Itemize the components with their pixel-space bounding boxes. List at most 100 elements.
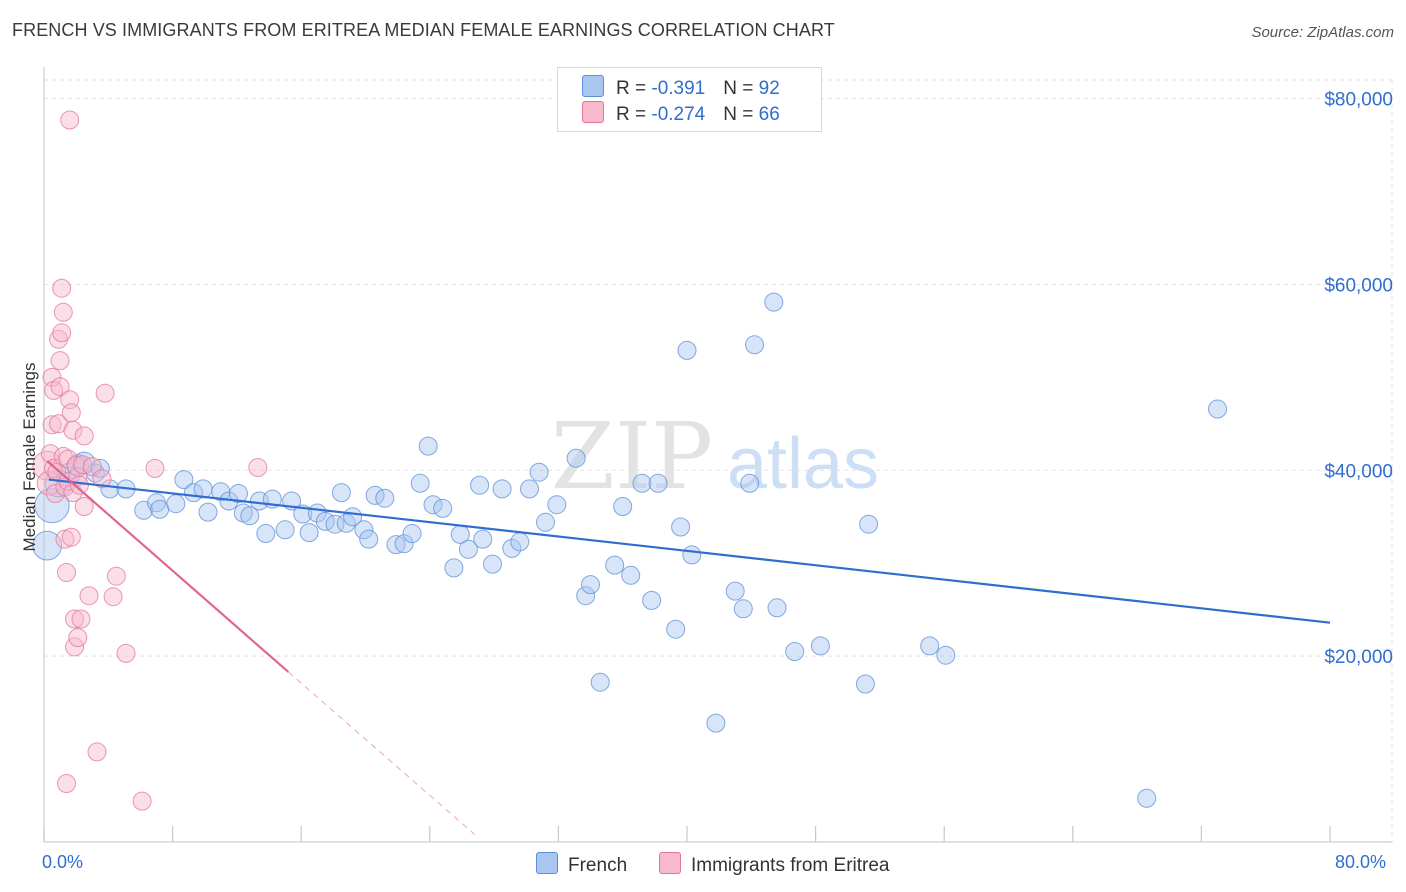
point-french bbox=[725, 581, 745, 601]
point-french bbox=[359, 529, 379, 549]
point-french bbox=[745, 335, 764, 355]
point-french bbox=[492, 479, 512, 499]
axes bbox=[43, 67, 1392, 843]
point-eritrea bbox=[61, 527, 81, 547]
point-french bbox=[386, 535, 406, 555]
point-eritrea bbox=[68, 628, 88, 648]
point-french bbox=[483, 554, 502, 574]
point-french bbox=[621, 565, 641, 585]
point-french bbox=[529, 462, 549, 482]
watermark-zip: ZIP bbox=[551, 403, 713, 510]
point-eritrea bbox=[60, 110, 80, 130]
point-french bbox=[256, 524, 276, 543]
bottom-legend-swatch-eritrea bbox=[659, 852, 681, 874]
point-eritrea bbox=[52, 323, 72, 343]
y-tick-label: $40,000 bbox=[1324, 461, 1393, 482]
point-french bbox=[632, 473, 652, 493]
point-eritrea bbox=[42, 415, 62, 435]
trend-lines bbox=[46, 460, 1331, 835]
point-eritrea bbox=[55, 529, 75, 549]
point-eritrea bbox=[87, 742, 107, 762]
point-eritrea bbox=[63, 420, 83, 440]
point-french bbox=[275, 520, 295, 540]
point-french bbox=[331, 483, 351, 503]
point-eritrea bbox=[106, 566, 126, 586]
point-french bbox=[394, 534, 414, 554]
point-french bbox=[605, 555, 625, 575]
legend-r-value: -0.274 bbox=[651, 104, 706, 125]
legend-swatch-eritrea bbox=[582, 101, 604, 123]
point-french bbox=[1208, 399, 1227, 419]
bottom-legend-label-french: French bbox=[568, 855, 628, 876]
legend-n-label: N = bbox=[723, 78, 759, 99]
point-french bbox=[100, 479, 120, 499]
point-french bbox=[520, 479, 539, 499]
stats-legend: R = -0.391 N = 92 R = -0.274 N = 66 bbox=[557, 67, 822, 132]
point-eritrea bbox=[61, 403, 81, 423]
point-french bbox=[677, 340, 697, 360]
source-note: Source: ZipAtlas.com bbox=[1251, 24, 1394, 41]
point-french bbox=[502, 538, 522, 558]
legend-row-french: R = -0.391 N = 92 bbox=[582, 75, 780, 101]
point-french bbox=[671, 517, 691, 537]
point-french bbox=[150, 499, 170, 519]
point-french bbox=[767, 598, 787, 618]
point-french bbox=[859, 514, 879, 534]
point-french bbox=[785, 642, 805, 661]
point-eritrea bbox=[248, 458, 268, 477]
point-eritrea bbox=[53, 302, 73, 322]
point-eritrea bbox=[103, 587, 123, 607]
point-french bbox=[581, 575, 600, 595]
trend-line-eritrea bbox=[46, 460, 290, 673]
point-french bbox=[740, 473, 760, 493]
bottom-legend-french: French bbox=[536, 852, 627, 877]
point-eritrea bbox=[50, 351, 70, 371]
point-eritrea bbox=[73, 455, 93, 475]
point-french bbox=[433, 498, 453, 518]
y-tick-labels: $20,000 $40,000 $60,000 $80,000 bbox=[1324, 90, 1393, 669]
point-french bbox=[198, 502, 218, 522]
point-eritrea bbox=[74, 426, 94, 446]
point-french bbox=[536, 512, 555, 532]
y-axis-label: Median Female Earnings bbox=[20, 362, 39, 552]
point-eritrea bbox=[71, 609, 91, 629]
chart-title: FRENCH VS IMMIGRANTS FROM ERITREA MEDIAN… bbox=[12, 20, 835, 40]
point-french bbox=[576, 586, 596, 606]
point-french bbox=[240, 506, 260, 526]
point-eritrea bbox=[52, 278, 72, 298]
point-french bbox=[299, 523, 319, 543]
point-french bbox=[166, 494, 186, 514]
legend-r-value: -0.391 bbox=[651, 78, 706, 99]
point-french bbox=[418, 436, 438, 456]
legend-r-label: R = bbox=[616, 78, 652, 99]
point-eritrea bbox=[79, 586, 99, 606]
legend-swatch-french bbox=[582, 75, 604, 97]
data-points bbox=[32, 110, 1227, 811]
y-tick-label: $20,000 bbox=[1324, 647, 1393, 668]
watermark-atlas: atlas bbox=[727, 424, 879, 504]
point-french bbox=[444, 558, 464, 578]
point-eritrea bbox=[50, 377, 70, 397]
point-eritrea bbox=[116, 643, 136, 663]
point-eritrea bbox=[145, 458, 165, 478]
legend-row-eritrea: R = -0.274 N = 66 bbox=[582, 101, 780, 127]
point-eritrea bbox=[49, 414, 68, 434]
point-eritrea bbox=[95, 383, 115, 403]
point-french bbox=[920, 636, 940, 656]
point-french bbox=[473, 529, 493, 549]
point-french bbox=[1137, 788, 1157, 808]
point-french bbox=[733, 599, 753, 619]
point-eritrea bbox=[74, 497, 94, 516]
point-french bbox=[764, 292, 784, 312]
legend-n-label: N = bbox=[723, 104, 759, 125]
point-french bbox=[174, 470, 194, 490]
point-french bbox=[402, 524, 422, 543]
bottom-legend-eritrea: Immigrants from Eritrea bbox=[659, 852, 889, 877]
point-eritrea bbox=[58, 449, 78, 469]
point-french bbox=[566, 448, 586, 468]
x-tick-label-min: 0.0% bbox=[42, 852, 84, 872]
point-eritrea bbox=[44, 380, 64, 400]
point-eritrea bbox=[132, 791, 152, 811]
point-french bbox=[423, 495, 443, 515]
